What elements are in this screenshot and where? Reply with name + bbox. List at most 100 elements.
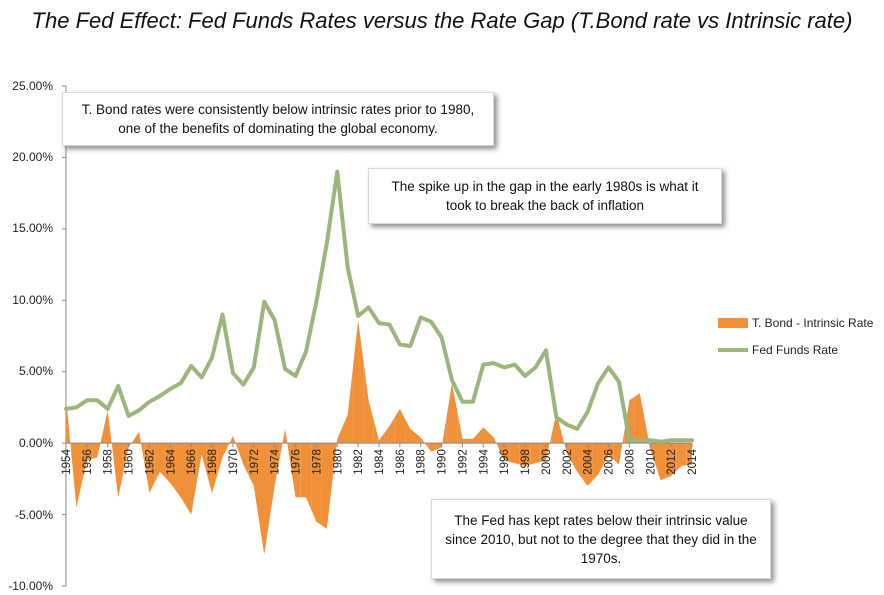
rate-gap-area-1992 (457, 411, 468, 444)
fed-funds-point-2000 (544, 348, 548, 352)
fed-funds-point-1994 (481, 362, 485, 367)
fed-funds-point-1979 (325, 241, 329, 245)
y-tick-label: -10.00% (8, 579, 53, 593)
rate-gap-area-1986 (394, 408, 406, 444)
rate-gap-area-2000 (540, 436, 552, 462)
rate-gap-area-1988 (415, 433, 426, 445)
fed-funds-point-1959 (116, 384, 120, 388)
fed-funds-point-1989 (429, 320, 433, 324)
rate-gap-area-1994 (478, 427, 489, 444)
x-tick-label: 2004 (583, 449, 595, 475)
fed-funds-point-2010 (648, 438, 652, 442)
rate-gap-area-1982 (352, 320, 364, 444)
fed-funds-point-1984 (377, 321, 381, 325)
y-tick-label: 10.00% (12, 293, 53, 307)
rate-gap-area-1983 (363, 360, 374, 444)
fed-funds-point-2014 (690, 438, 694, 442)
rate-gap-area-1957 (92, 433, 103, 459)
x-tick-label: 1968 (207, 449, 219, 475)
rate-gap-area-1959 (112, 443, 124, 498)
fed-funds-point-1998 (523, 374, 527, 378)
rate-gap-area-1975 (279, 428, 291, 464)
fed-funds-point-1968 (210, 355, 214, 360)
y-tick-label: 5.00% (18, 364, 53, 378)
rate-gap-area-1963 (154, 443, 166, 483)
annotation-early-1980s: The spike up in the gap in the early 198… (368, 168, 722, 224)
rate-gap-area-1966 (185, 443, 197, 515)
rate-gap-area-1980 (332, 426, 343, 484)
legend-item-rate-gap: T. Bond - Intrinsic Rate (718, 314, 873, 332)
fed-funds-point-1974 (273, 318, 277, 322)
fed-funds-point-2002 (565, 422, 569, 427)
x-tick-label: 1980 (332, 449, 344, 475)
fed-funds-point-1986 (398, 342, 402, 347)
rate-gap-area-1967 (196, 443, 207, 485)
rate-gap-area-1976 (290, 443, 301, 498)
fed-funds-point-2003 (575, 427, 579, 431)
x-tick-label: 1958 (103, 449, 115, 475)
x-tick-label: 1974 (270, 449, 282, 475)
x-tick-label: 2012 (666, 449, 678, 475)
fed-funds-point-1993 (471, 400, 475, 404)
rate-gap-area-1997 (509, 443, 520, 465)
fed-funds-point-1977 (304, 350, 308, 354)
rate-gap-area-2010 (645, 421, 656, 465)
fed-funds-point-1955 (74, 405, 79, 410)
rate-gap-area-1989 (425, 443, 437, 452)
x-tick-label: 1960 (124, 449, 136, 475)
rate-gap-area-2007 (613, 432, 625, 465)
rate-gap-area-1964 (165, 443, 176, 491)
fed-funds-point-1975 (283, 367, 287, 371)
x-tick-label: 1984 (374, 449, 386, 475)
fed-funds-point-1954 (64, 407, 68, 411)
rate-gap-area-2009 (634, 393, 646, 444)
rate-gap-area-1973 (259, 443, 270, 555)
x-tick-label: 1972 (249, 449, 261, 475)
fed-funds-point-1965 (179, 381, 183, 385)
fed-funds-point-1961 (137, 408, 141, 412)
fed-funds-point-1988 (419, 315, 423, 320)
x-tick-label: 1954 (61, 449, 73, 475)
fed-funds-point-1987 (408, 344, 412, 348)
x-tick-label: 2010 (645, 449, 657, 475)
x-tick-label: 1986 (395, 449, 407, 475)
fed-funds-point-1985 (387, 322, 392, 327)
rate-gap-area-1993 (467, 433, 479, 444)
rate-gap-area-1962 (144, 443, 155, 494)
fed-funds-point-1999 (533, 365, 538, 370)
fed-funds-point-2004 (586, 410, 590, 414)
fed-funds-point-2005 (596, 381, 600, 385)
fed-funds-point-1981 (346, 265, 350, 270)
rate-gap-area-1955 (71, 443, 82, 508)
rate-gap-area-1954 (66, 397, 72, 453)
fed-funds-point-1969 (220, 312, 225, 317)
fed-funds-point-2007 (617, 380, 621, 384)
fed-funds-point-1967 (200, 375, 204, 380)
x-tick-label: 1962 (144, 449, 156, 475)
fed-funds-point-1996 (502, 365, 506, 370)
fed-funds-point-2011 (659, 440, 663, 444)
fed-funds-point-1971 (241, 382, 245, 387)
fed-funds-point-1990 (440, 335, 444, 340)
y-tick-label: 15.00% (12, 221, 53, 235)
rate-gap-area-1995 (488, 432, 499, 449)
x-tick-label: 1970 (228, 449, 240, 475)
fed-funds-point-1963 (158, 394, 162, 398)
rate-gap-area-1987 (405, 418, 416, 444)
y-tick-label: -5.00% (14, 508, 53, 522)
rate-gap-area-2001 (551, 413, 562, 444)
rate-gap-area-1974 (269, 443, 280, 521)
fed-funds-point-1958 (106, 407, 110, 411)
x-tick-label: 1998 (520, 449, 532, 475)
y-tick-label: 25.00% (12, 79, 53, 93)
x-tick-label: 1990 (437, 449, 449, 475)
rate-gap-area-1998 (519, 443, 531, 466)
rate-gap-area-1984 (373, 420, 385, 444)
fed-funds-point-1962 (147, 400, 152, 404)
fed-funds-point-2012 (669, 438, 673, 442)
rate-gap-area-1960 (123, 439, 134, 473)
rate-gap-area-2005 (592, 443, 604, 481)
rate-gap-area-1969 (217, 443, 228, 476)
legend-swatch-area (718, 318, 748, 328)
